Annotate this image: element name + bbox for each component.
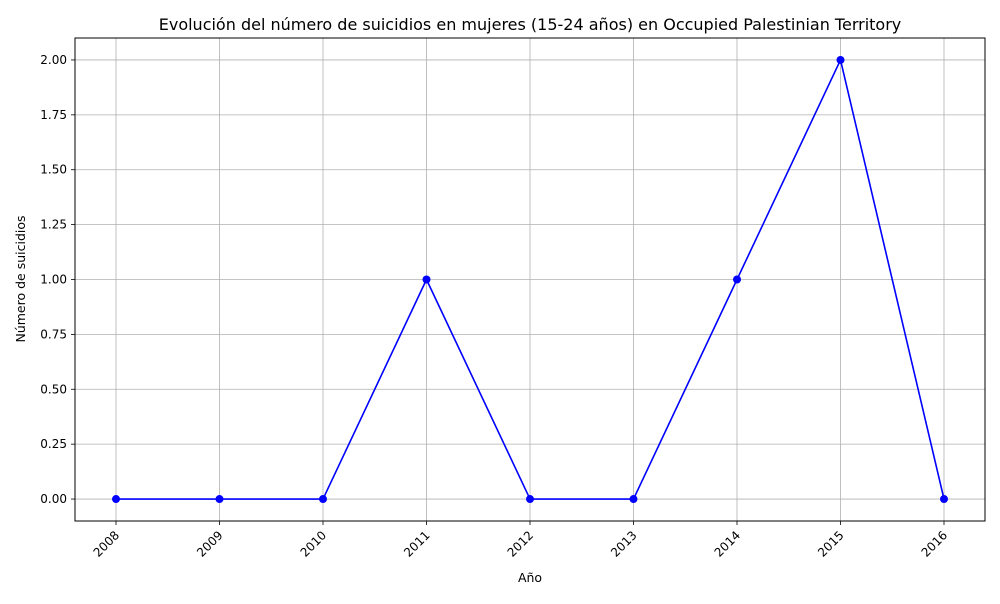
y-tick-label: 1.50 xyxy=(40,163,67,177)
y-tick-label: 0.00 xyxy=(40,492,67,506)
x-tick-label: 2015 xyxy=(815,528,846,559)
y-tick-label: 2.00 xyxy=(40,53,67,67)
data-point xyxy=(215,495,224,504)
y-axis-label: Número de suicidios xyxy=(13,215,28,342)
data-point xyxy=(319,495,327,504)
y-tick-label: 1.25 xyxy=(40,218,67,232)
y-tick-label: 1.00 xyxy=(40,273,67,287)
y-tick-label: 0.75 xyxy=(40,327,67,341)
data-point xyxy=(836,55,845,64)
grid-lines xyxy=(75,38,985,521)
series-group xyxy=(112,55,948,504)
chart-title: Evolución del número de suicidios en muj… xyxy=(159,15,902,34)
x-tick-label: 2010 xyxy=(298,528,329,559)
x-tick-label: 2011 xyxy=(401,528,432,559)
y-tick-label: 1.75 xyxy=(40,108,67,122)
data-point xyxy=(629,495,638,504)
x-tick-label: 2008 xyxy=(91,528,122,559)
data-point xyxy=(940,495,948,504)
axis-ticks: 2008 2009 2010 2011 2012 2013 2014 2015 2016 0.00… xyxy=(40,53,950,560)
y-tick-label: 0.25 xyxy=(40,437,67,451)
x-tick-label: 2014 xyxy=(712,528,743,559)
data-point xyxy=(422,275,431,284)
x-tick-label: 2016 xyxy=(919,528,950,559)
x-tick-label: 2012 xyxy=(505,528,536,559)
x-axis-label: Año xyxy=(518,570,542,585)
y-tick-label: 0.50 xyxy=(40,382,67,396)
data-point xyxy=(112,495,120,504)
data-point xyxy=(526,495,534,504)
x-tick-label: 2009 xyxy=(194,528,225,559)
data-point xyxy=(733,275,741,284)
x-tick-label: 2013 xyxy=(608,528,639,559)
